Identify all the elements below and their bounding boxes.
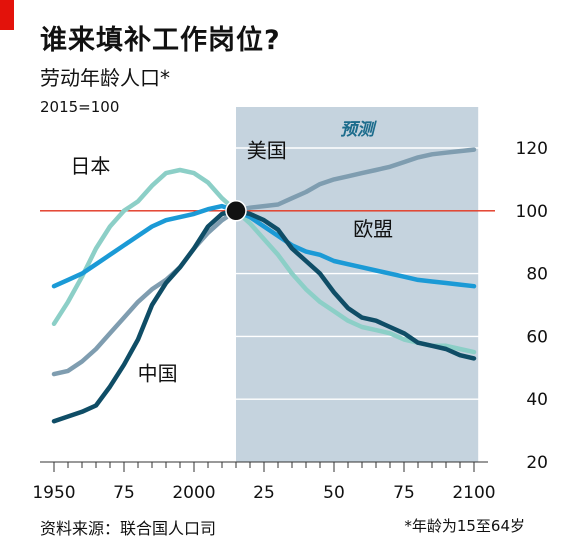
series-label: 美国 [247, 138, 287, 162]
series-line-eu [51, 203, 477, 289]
y-tick-label: 40 [526, 390, 548, 410]
x-tick-label: 25 [253, 483, 275, 503]
x-tick-label: 2100 [452, 483, 495, 503]
source-note: 资料来源：联合国人口司 [40, 519, 217, 538]
y-tick-label: 60 [526, 327, 548, 347]
index-base-note: 2015=100 [40, 98, 120, 116]
series-label: 欧盟 [353, 217, 393, 241]
chart-title: 谁来填补工作岗位? [40, 25, 281, 56]
series-line-japan [51, 167, 477, 355]
x-tick-label: 75 [393, 483, 415, 503]
series-line-china [51, 208, 477, 424]
x-tick-label: 75 [113, 483, 135, 503]
forecast-band [236, 107, 479, 462]
series-label: 中国 [138, 361, 178, 385]
chart-subtitle: 劳动年龄人口* [40, 66, 170, 90]
y-tick-label: 120 [516, 139, 548, 159]
footnote: *年龄为15至64岁 [404, 517, 525, 535]
series-label: 日本 [70, 154, 110, 178]
x-tick-label: 2000 [172, 483, 215, 503]
series-line-usa [51, 147, 477, 377]
forecast-label: 预测 [340, 120, 377, 140]
brand-red-tab [0, 0, 14, 30]
y-tick-label: 20 [526, 453, 548, 473]
base-year-marker [225, 200, 247, 222]
y-tick-label: 80 [526, 265, 548, 285]
x-tick-label: 1950 [32, 483, 75, 503]
x-tick-label: 50 [323, 483, 345, 503]
y-tick-label: 100 [516, 202, 548, 222]
